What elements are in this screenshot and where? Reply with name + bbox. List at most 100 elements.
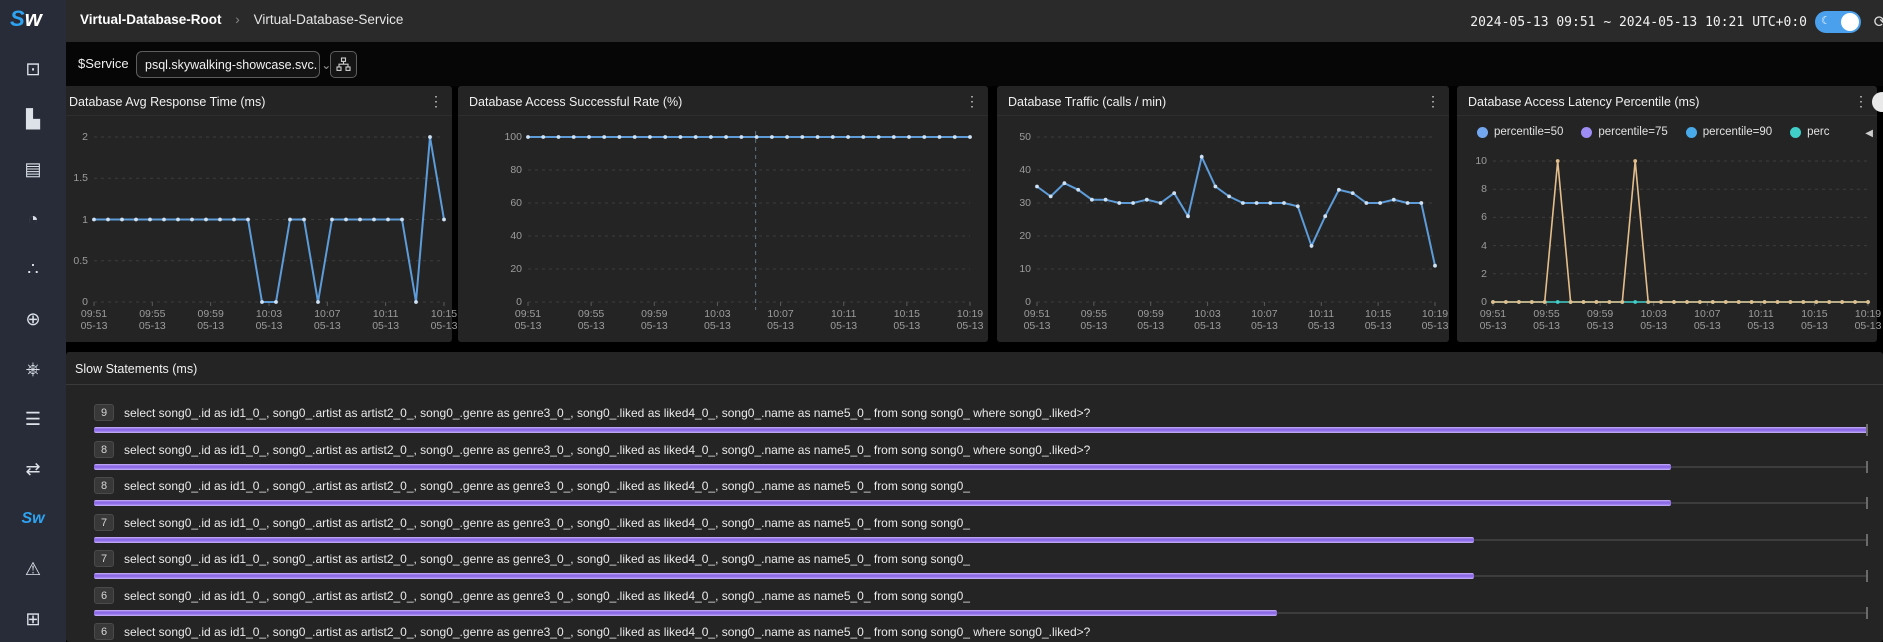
legend-item-percentile-90[interactable]: percentile=90 [1685, 126, 1772, 138]
chart-title: Database Traffic (calls / min) [1008, 95, 1167, 109]
kebab-menu-icon[interactable]: ⋮ [1426, 93, 1440, 109]
x-axis-time: 09:51 [1023, 308, 1051, 320]
x-axis-date: 05-13 [1250, 320, 1278, 332]
legend-item-percentile-50[interactable]: percentile=50 [1477, 126, 1563, 138]
legend-item-perc[interactable]: perc [1790, 126, 1830, 138]
legend-item-percentile-75[interactable]: percentile=75 [1581, 126, 1668, 138]
slow-statement-sql[interactable]: select song0_.id as id1_0_, song0_.artis… [124, 479, 970, 493]
x-axis-time: 09:51 [80, 308, 108, 320]
slow-statement-row: 8 select song0_.id as id1_0_, song0_.arti… [66, 477, 1883, 511]
y-axis-label: 40 [510, 230, 522, 242]
settings-icon: ⊞ [25, 609, 41, 629]
topology-button[interactable] [330, 51, 357, 78]
self-observability-icon: Sw [21, 510, 45, 527]
x-axis-date: 05-13 [197, 320, 225, 332]
x-axis-time: 10:03 [704, 308, 731, 320]
chart-title: Database Avg Response Time (ms) [69, 95, 266, 109]
y-axis-label: 20 [1019, 230, 1031, 242]
slow-statement-bar [94, 427, 1868, 433]
x-axis-date: 05-13 [1421, 320, 1449, 332]
chart-plot[interactable] [1035, 136, 1437, 306]
sidebar-item-infrastructure[interactable]: ☰ [0, 404, 66, 434]
x-axis-time: 10:19 [956, 308, 984, 320]
chart-plot[interactable] [526, 131, 972, 310]
sidebar: Sw ⊡ ▙ ▤ ◔ ∴ ⊕ ⎈ ☰ ⇄ Sw ⚠ ⊞ [0, 0, 66, 642]
x-axis-time: 09:55 [1080, 308, 1107, 320]
chevron-down-icon: ⌄ [321, 57, 332, 72]
chart-panel-traffic: Database Traffic (calls / min) ⋮ 50 40 30 20 1… [997, 86, 1449, 342]
sidebar-item-virtual-cache[interactable]: ◔ [0, 204, 66, 234]
kebab-menu-icon[interactable]: ⋮ [965, 93, 979, 109]
x-axis-date: 05-13 [1364, 320, 1392, 332]
floating-circle-button[interactable] [1872, 92, 1883, 112]
chart-panel-avg-response-time: Database Avg Response Time (ms) ⋮ 2 1.5 1 0.5… [58, 86, 457, 342]
slow-statement-bar [94, 536, 1474, 543]
x-axis-date: 05-13 [640, 320, 668, 332]
x-axis-date: 05-13 [1080, 320, 1108, 332]
x-axis-time: 09:55 [1533, 308, 1560, 320]
sidebar-item-virtual-database[interactable]: ▤ [0, 154, 66, 184]
x-axis-time: 10:15 [1801, 308, 1828, 320]
slow-statement-sql[interactable]: select song0_.id as id1_0_, song0_.artis… [124, 625, 1091, 639]
x-axis-label: 10:19 05-13 [1845, 308, 1883, 332]
sidebar-item-gateway[interactable]: ⇄ [0, 454, 66, 484]
x-axis-label: 09:51 05-13 [1014, 308, 1060, 332]
x-axis-label: 10:03 05-13 [246, 308, 292, 332]
y-axis-label: 40 [1019, 164, 1031, 176]
refresh-icon[interactable]: ⟳ [1873, 14, 1883, 31]
slow-statement-bar [94, 500, 1671, 506]
slow-statement-sql[interactable]: select song0_.id as id1_0_, song0_.artis… [124, 515, 970, 530]
sidebar-item-general-service[interactable]: ▙ [0, 104, 66, 134]
x-axis-time: 10:07 [1694, 308, 1721, 320]
top-bar: Virtual-Database-Root › Virtual-Database… [66, 0, 1883, 42]
virtual-database-icon: ▤ [24, 159, 42, 179]
kebab-menu-icon[interactable]: ⋮ [1854, 93, 1868, 109]
slow-statement-sql[interactable]: select song0_.id as id1_0_, song0_.artis… [124, 552, 970, 566]
slow-statement-bar [94, 609, 1277, 616]
dashboard-toolbar: $Service psql.skywalking-showcase.svc. ⌄ [66, 42, 1883, 112]
x-axis-label: 09:59 05-13 [188, 308, 234, 332]
sidebar-item-kubernetes[interactable]: ⎈ [0, 354, 66, 384]
chart-plot[interactable] [92, 135, 446, 306]
x-axis-time: 09:59 [1587, 308, 1614, 320]
chart-plot[interactable] [1491, 159, 1870, 306]
sidebar-item-marketplace[interactable]: ⊡ [0, 54, 66, 84]
slow-statement-bar [94, 573, 1474, 579]
y-axis-label: 30 [1019, 197, 1031, 209]
slow-statement-sql[interactable]: select song0_.id as id1_0_, song0_.artis… [124, 588, 970, 603]
y-axis-label: 0 [1481, 296, 1487, 308]
skywalking-logo[interactable]: Sw [10, 6, 42, 31]
breadcrumb-root-link[interactable]: Virtual-Database-Root [80, 12, 222, 27]
time-range-picker[interactable]: 2024-05-13 09:51 ~ 2024-05-13 10:21 [1470, 14, 1745, 30]
y-axis-label: 1 [82, 213, 88, 226]
breadcrumb-current-link[interactable]: Virtual-Database-Service [253, 12, 404, 27]
y-axis-label: 100 [504, 131, 522, 143]
x-axis-date: 05-13 [1640, 320, 1668, 332]
y-axis-label: 6 [1481, 211, 1487, 224]
x-axis-date: 05-13 [830, 320, 858, 332]
x-axis-time: 09:59 [197, 308, 224, 320]
y-axis-label: 0 [1025, 296, 1031, 308]
sidebar-item-settings[interactable]: ⊞ [0, 604, 66, 634]
sidebar-item-alerting[interactable]: ⚠ [0, 554, 66, 584]
slow-statement-track [94, 497, 1868, 509]
legend-scroll-left-icon[interactable]: ◀ [1865, 128, 1873, 139]
x-axis-date: 05-13 [956, 320, 984, 332]
x-axis-time: 10:07 [314, 308, 341, 320]
slow-statement-track [94, 570, 1868, 582]
chart-title: Database Access Successful Rate (%) [469, 95, 683, 109]
toggle-knob [1841, 13, 1859, 31]
auto-refresh-toggle[interactable]: ☾ [1815, 11, 1861, 33]
alerting-icon: ⚠ [24, 559, 42, 579]
x-axis-date: 05-13 [893, 320, 921, 332]
kebab-menu-icon[interactable]: ⋮ [429, 93, 443, 109]
sidebar-item-self-observability[interactable]: Sw [0, 504, 66, 534]
sidebar-item-virtual-mq[interactable]: ∴ [0, 254, 66, 284]
slow-statement-sql[interactable]: select song0_.id as id1_0_, song0_.artis… [124, 406, 1091, 420]
slow-statement-sql[interactable]: select song0_.id as id1_0_, song0_.artis… [124, 442, 1091, 457]
service-select[interactable]: psql.skywalking-showcase.svc. ⌄ [136, 51, 331, 78]
x-axis-date: 05-13 [430, 320, 458, 332]
x-axis-date: 05-13 [1479, 320, 1507, 332]
sidebar-item-browser[interactable]: ⊕ [0, 304, 66, 334]
slow-statement-row: 6 select song0_.id as id1_0_, song0_.arti… [66, 623, 1883, 642]
